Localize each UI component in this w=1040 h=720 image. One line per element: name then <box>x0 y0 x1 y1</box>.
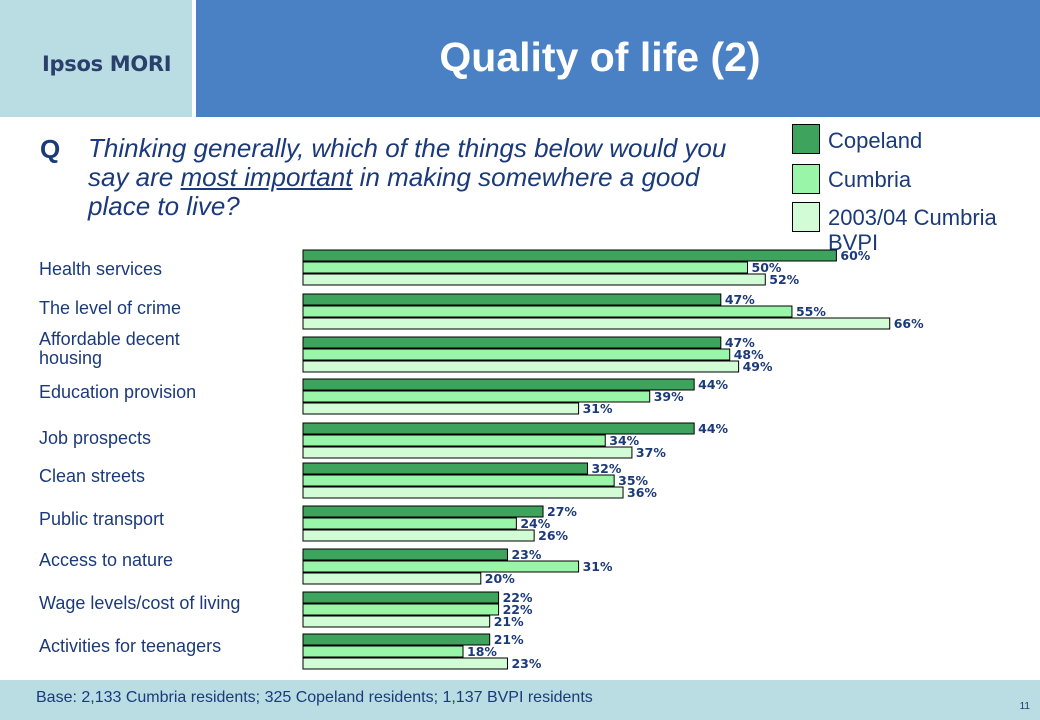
value-label-activities-for-teenagers-cumbria: 18% <box>467 644 497 659</box>
page-title: Quality of life (2) <box>439 34 761 80</box>
bar-affordable-decent-housing-2003-04-cumbria-bvpi <box>302 360 740 373</box>
question-prefix: Q <box>40 134 61 164</box>
value-label-activities-for-teenagers-copeland: 21% <box>494 632 524 647</box>
value-label-activities-for-teenagers-2003-04-cumbria-bvpi: 23% <box>511 656 541 671</box>
legend-swatch-cumbria <box>792 164 820 194</box>
title-banner: Quality of life (2) <box>196 0 1040 117</box>
bar-wage-levels-cost-of-living-2003-04-cumbria-bvpi <box>302 615 491 628</box>
value-label-job-prospects-2003-04-cumbria-bvpi: 37% <box>636 445 666 460</box>
header-divider <box>192 0 196 117</box>
category-label-health-services: Health services <box>39 259 163 279</box>
bar-job-prospects-copeland <box>302 422 695 435</box>
value-label-education-provision-2003-04-cumbria-bvpi: 31% <box>583 401 613 416</box>
bar-the-level-of-crime-copeland <box>302 293 722 306</box>
bar-health-services-2003-04-cumbria-bvpi <box>302 273 766 286</box>
bar-education-provision-2003-04-cumbria-bvpi <box>302 402 580 415</box>
value-label-public-transport-cumbria: 24% <box>520 516 550 531</box>
category-label-level-of-crime: The level of crime <box>39 298 182 318</box>
value-label-wage-levels-cost-of-living-2003-04-cumbria-bvpi: 21% <box>494 614 524 629</box>
value-label-health-services-cumbria: 50% <box>752 260 782 275</box>
bar-the-level-of-crime-cumbria <box>302 305 793 318</box>
bar-affordable-decent-housing-copeland <box>302 336 722 349</box>
value-label-affordable-decent-housing-cumbria: 48% <box>734 347 764 362</box>
value-label-clean-streets-copeland: 32% <box>591 461 621 476</box>
category-label-clean-streets: Clean streets <box>39 466 146 486</box>
value-label-public-transport-copeland: 27% <box>547 504 577 519</box>
legend-swatch-bvpi <box>792 202 820 232</box>
bar-clean-streets-2003-04-cumbria-bvpi <box>302 486 624 499</box>
category-label-job-prospects: Job prospects <box>39 428 152 448</box>
bar-education-provision-copeland <box>302 378 695 391</box>
bar-job-prospects-2003-04-cumbria-bvpi <box>302 446 633 459</box>
value-label-clean-streets-cumbria: 35% <box>618 473 648 488</box>
value-label-affordable-decent-housing-copeland: 47% <box>725 335 755 350</box>
legend-label-cumbria: Cumbria <box>828 167 912 192</box>
bar-job-prospects-cumbria <box>302 434 606 447</box>
value-label-access-to-nature-cumbria: 31% <box>583 559 613 574</box>
value-label-the-level-of-crime-copeland: 47% <box>725 292 755 307</box>
question-text-underlined: most important <box>180 162 353 192</box>
category-label-public-transport: Public transport <box>39 509 165 529</box>
value-label-job-prospects-copeland: 44% <box>698 421 728 436</box>
bar-public-transport-cumbria <box>302 517 517 530</box>
bar-the-level-of-crime-2003-04-cumbria-bvpi <box>302 317 891 330</box>
bar-access-to-nature-cumbria <box>302 560 580 573</box>
base-note: Base: 2,133 Cumbria residents; 325 Copel… <box>36 689 593 706</box>
value-label-education-provision-cumbria: 39% <box>654 389 684 404</box>
bar-education-provision-cumbria <box>302 390 651 403</box>
value-label-job-prospects-cumbria: 34% <box>609 433 639 448</box>
ipsos-mori-logo: Ipsos MORI <box>42 52 172 76</box>
category-label-education-provision: Education provision <box>39 382 197 402</box>
value-label-wage-levels-cost-of-living-copeland: 22% <box>503 590 533 605</box>
bar-access-to-nature-copeland <box>302 548 508 561</box>
footer-bar: Base: 2,133 Cumbria residents; 325 Copel… <box>0 680 1040 720</box>
value-label-wage-levels-cost-of-living-cumbria: 22% <box>503 602 533 617</box>
legend-label-bvpi: 2003/04 Cumbria BVPI <box>828 205 997 255</box>
value-label-access-to-nature-copeland: 23% <box>511 547 541 562</box>
page-number: 11 <box>1019 701 1030 712</box>
value-label-the-level-of-crime-cumbria: 55% <box>796 304 826 319</box>
category-label-access-to-nature: Access to nature <box>39 550 174 570</box>
value-label-affordable-decent-housing-2003-04-cumbria-bvpi: 49% <box>743 359 773 374</box>
value-label-education-provision-copeland: 44% <box>698 377 728 392</box>
bar-health-services-copeland <box>302 249 837 262</box>
question-text-part1: Thinking generally, which of the things … <box>88 133 727 192</box>
bar-affordable-decent-housing-cumbria <box>302 348 731 361</box>
category-label-activities-teenagers: Activities for teenagers <box>39 636 222 656</box>
question-text-part2: in making somewhere a good place to live… <box>88 162 700 221</box>
bar-activities-for-teenagers-2003-04-cumbria-bvpi <box>302 657 508 670</box>
value-label-access-to-nature-2003-04-cumbria-bvpi: 20% <box>485 571 515 586</box>
value-label-health-services-2003-04-cumbria-bvpi: 52% <box>769 272 799 287</box>
bar-wage-levels-cost-of-living-copeland <box>302 591 500 604</box>
value-label-the-level-of-crime-2003-04-cumbria-bvpi: 66% <box>894 316 924 331</box>
question-text: Thinking generally, which of the things … <box>88 134 738 221</box>
bar-public-transport-2003-04-cumbria-bvpi <box>302 529 535 542</box>
value-label-clean-streets-2003-04-cumbria-bvpi: 36% <box>627 485 657 500</box>
category-label-wage-levels: Wage levels/cost of living <box>39 593 241 613</box>
category-label-affordable-housing: Affordable decent housing <box>39 329 180 368</box>
bar-activities-for-teenagers-copeland <box>302 633 491 646</box>
bar-activities-for-teenagers-cumbria <box>302 645 464 658</box>
bar-clean-streets-cumbria <box>302 474 615 487</box>
bar-access-to-nature-2003-04-cumbria-bvpi <box>302 572 482 585</box>
logo-panel: Ipsos MORI <box>0 0 192 117</box>
value-label-health-services-copeland: 60% <box>840 248 870 263</box>
bar-wage-levels-cost-of-living-cumbria <box>302 603 500 616</box>
bar-health-services-cumbria <box>302 261 748 274</box>
bar-public-transport-copeland <box>302 505 544 518</box>
legend-swatch-copeland <box>792 124 820 154</box>
value-label-public-transport-2003-04-cumbria-bvpi: 26% <box>538 528 568 543</box>
legend-label-copeland: Copeland <box>828 128 923 153</box>
bar-chart: 60%50%52%47%55%66%47%48%49%44%39%31%44%3… <box>302 248 924 671</box>
bar-clean-streets-copeland <box>302 462 588 475</box>
